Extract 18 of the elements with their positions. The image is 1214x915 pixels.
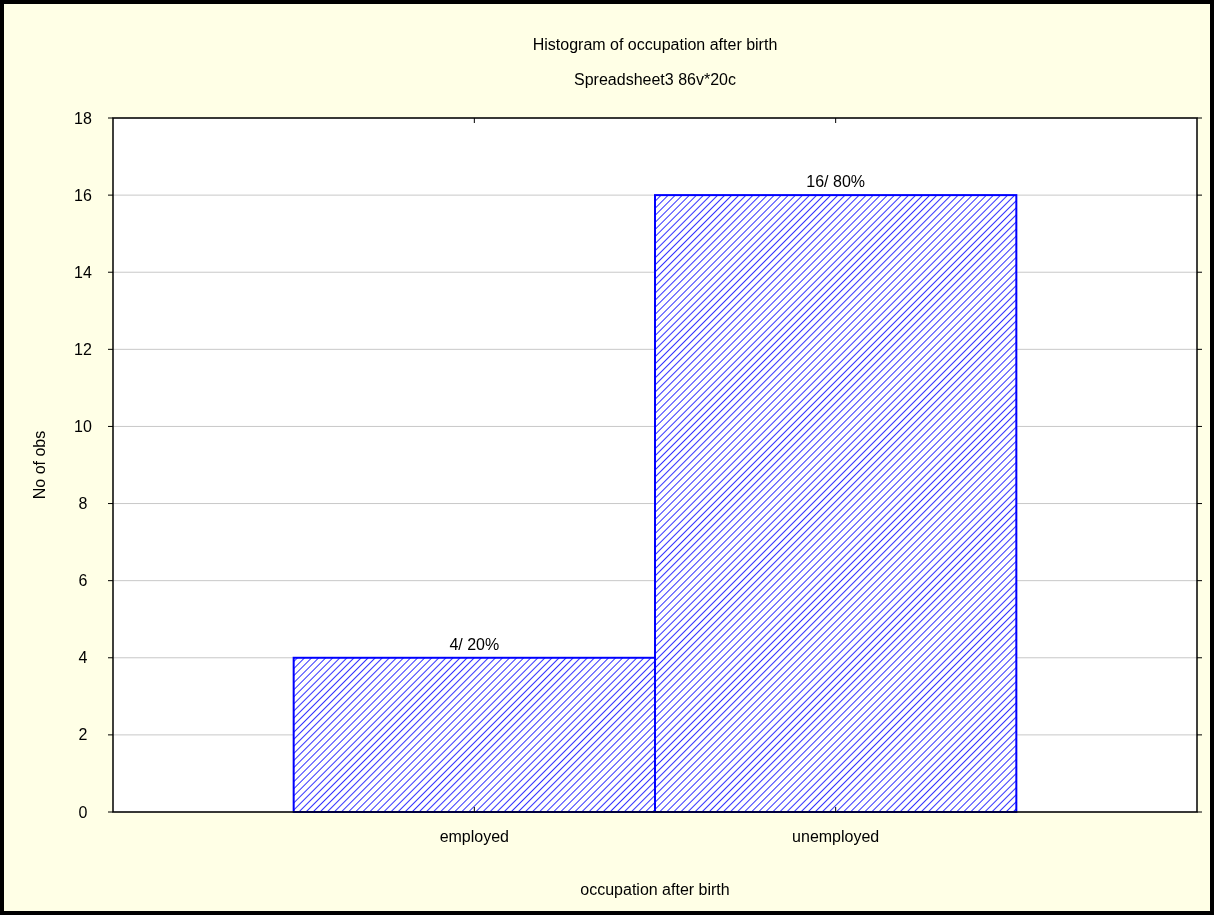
y-tick-label: 12 [74, 340, 92, 358]
x-tick-label: employed [439, 828, 510, 845]
x-axis-title: occupation after birth [580, 881, 730, 898]
y-tick-label: 2 [78, 726, 88, 744]
y-tick-label: 16 [74, 186, 92, 204]
y-tick-label: 8 [78, 495, 88, 513]
data-label: 16/ 80% [806, 173, 866, 191]
y-tick-label: 6 [78, 572, 88, 590]
y-tick-label: 0 [78, 803, 88, 821]
chart-subtitle: Spreadsheet3 86v*20c [574, 71, 736, 88]
y-tick-label: 4 [78, 649, 88, 667]
y-tick-label: 18 [74, 109, 92, 127]
y-tick-label: 10 [74, 418, 92, 436]
y-tick-label: 14 [74, 263, 92, 281]
chart-title: Histogram of occupation after birth [532, 36, 778, 53]
data-label: 4/ 20% [449, 635, 500, 653]
x-tick-label: unemployed [792, 828, 880, 845]
y-axis-title: No of obs [31, 430, 48, 500]
